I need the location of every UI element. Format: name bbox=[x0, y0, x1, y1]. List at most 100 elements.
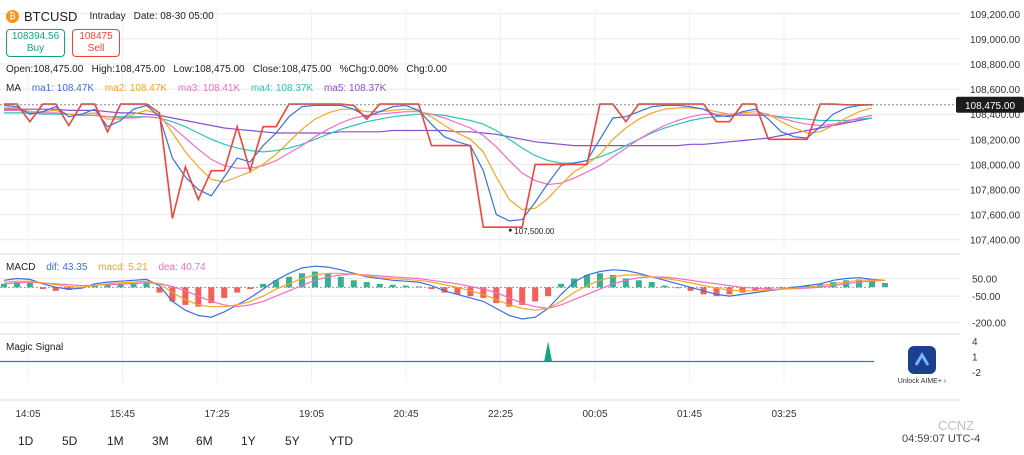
macd-histogram-bar bbox=[804, 285, 811, 288]
macd-histogram-bar bbox=[311, 271, 318, 288]
dea-legend: dea: 40.74 bbox=[158, 262, 206, 273]
ohlc-open: Open:108,475.00 bbox=[6, 64, 84, 75]
macd-histogram-bar bbox=[480, 287, 487, 298]
tab-6m[interactable]: 6M bbox=[196, 434, 213, 448]
macd-histogram-bar bbox=[778, 287, 785, 289]
price-y-tick: 109,000.00 bbox=[970, 35, 1020, 46]
macd-histogram-bar bbox=[519, 287, 526, 305]
last-price-label: 108,475.00 bbox=[965, 101, 1015, 112]
macd-histogram-bar bbox=[493, 287, 500, 304]
ma2-line bbox=[4, 107, 873, 211]
macd-y-tick: -200.00 bbox=[972, 318, 1006, 329]
price-y-tick: 108,200.00 bbox=[970, 135, 1020, 146]
macd-histogram-bar bbox=[674, 287, 681, 289]
time-x-tick: 20:45 bbox=[393, 409, 418, 420]
macd-histogram-bar bbox=[415, 286, 422, 288]
macd-histogram-bar bbox=[506, 287, 513, 307]
macd-histogram-bar bbox=[545, 287, 552, 297]
macd-histogram-bar bbox=[648, 282, 655, 288]
ohlc-high: High:108,475.00 bbox=[91, 64, 166, 75]
price-y-tick: 108,000.00 bbox=[970, 160, 1020, 171]
macd-histogram-bar bbox=[234, 287, 241, 293]
macd-histogram-bar bbox=[389, 284, 396, 288]
macd-histogram-bar bbox=[363, 282, 370, 288]
ma-legend: MA ma1: 108.47K ma2: 108.47K ma3: 108.41… bbox=[6, 83, 394, 94]
tab-5d[interactable]: 5D bbox=[62, 434, 78, 448]
ohlc-bar: Open:108,475.00 High:108,475.00 Low:108,… bbox=[6, 64, 447, 75]
macd-histogram-bar bbox=[169, 287, 176, 302]
bitcoin-icon: ₿ bbox=[6, 10, 19, 23]
price-y-tick: 107,600.00 bbox=[970, 211, 1020, 222]
macd-histogram-bar bbox=[739, 287, 746, 293]
symbol-header: ₿ BTCUSD Intraday Date: 08-30 05:00 bbox=[6, 9, 214, 24]
macd-histogram-bar bbox=[661, 285, 668, 288]
tab-ytd[interactable]: YTD bbox=[329, 434, 353, 448]
macd-histogram-bar bbox=[52, 287, 59, 291]
sell-price: 108475 bbox=[79, 31, 113, 42]
macd-histogram-bar bbox=[881, 282, 888, 288]
macd-histogram-bar bbox=[260, 283, 267, 288]
macd-histogram-bar bbox=[765, 287, 772, 290]
time-x-tick: 17:25 bbox=[204, 409, 229, 420]
macd-histogram-bar bbox=[428, 287, 435, 290]
unlock-aime-widget[interactable]: Unlock AIME+ › bbox=[890, 346, 954, 385]
low-marker bbox=[508, 228, 512, 232]
low-annotation: 107,500.00 bbox=[514, 227, 555, 236]
macd-histogram-bar bbox=[622, 278, 629, 288]
time-x-tick: 15:45 bbox=[110, 409, 135, 420]
macd-histogram-bar bbox=[467, 287, 474, 297]
macd-histogram-bar bbox=[635, 280, 642, 288]
tab-5y[interactable]: 5Y bbox=[285, 434, 300, 448]
macd-histogram-bar bbox=[532, 287, 539, 302]
macd-histogram-bar bbox=[143, 282, 150, 288]
macd-histogram-bar bbox=[376, 283, 383, 288]
macd-histogram-bar bbox=[130, 282, 137, 288]
tab-1m[interactable]: 1M bbox=[107, 434, 124, 448]
sell-label: Sell bbox=[87, 43, 105, 54]
buy-button[interactable]: 108394.56 Buy bbox=[6, 29, 65, 57]
macd-legend-title: MACD bbox=[6, 262, 36, 273]
macd-histogram-bar bbox=[156, 287, 163, 293]
macd-histogram-bar bbox=[298, 273, 305, 288]
dif-legend: dif: 43.35 bbox=[46, 262, 88, 273]
ma2-legend: ma2: 108.47K bbox=[104, 83, 168, 94]
macd-histogram-bar bbox=[104, 284, 111, 288]
macd-histogram-bar bbox=[687, 287, 694, 291]
macd-histogram-bar bbox=[324, 273, 331, 288]
macd-histogram-bar bbox=[117, 283, 124, 288]
macd-histogram-bar bbox=[583, 275, 590, 288]
macd-legend: MACD dif: 43.35 macd: 5.21 dea: 40.74 bbox=[6, 262, 214, 273]
ohlc-pct-change: %Chg:0.00% bbox=[339, 64, 399, 75]
buy-label: Buy bbox=[26, 43, 45, 54]
buy-price: 108394.56 bbox=[11, 31, 60, 42]
macd-histogram-bar bbox=[286, 276, 293, 288]
signal-y-tick: 4 bbox=[972, 337, 978, 348]
ohlc-change: Chg:0.00 bbox=[406, 64, 447, 75]
price-y-tick: 108,400.00 bbox=[970, 110, 1020, 121]
macd-histogram-bar bbox=[182, 287, 189, 305]
sell-button[interactable]: 108475 Sell bbox=[72, 29, 120, 57]
ma-legend-title: MA bbox=[6, 83, 21, 94]
price-y-tick: 107,800.00 bbox=[970, 186, 1020, 197]
macd-histogram-bar bbox=[869, 281, 875, 288]
last-price-badge bbox=[956, 96, 1024, 113]
ma3-legend: ma3: 108.41K bbox=[177, 83, 241, 94]
price-y-tick: 108,800.00 bbox=[970, 60, 1020, 71]
macd-histogram-bar bbox=[273, 280, 280, 288]
unlock-aime-label: Unlock AIME+ › bbox=[897, 378, 947, 385]
time-x-tick: 00:05 bbox=[582, 409, 607, 420]
macd-histogram-bar bbox=[713, 287, 720, 297]
macd-histogram-bar bbox=[26, 282, 33, 288]
macd-histogram-bar bbox=[221, 287, 228, 298]
macd-histogram-bar bbox=[571, 278, 578, 288]
tab-1y[interactable]: 1Y bbox=[241, 434, 256, 448]
ohlc-close: Close:108,475.00 bbox=[252, 64, 332, 75]
tab-1d[interactable]: 1D bbox=[18, 434, 34, 448]
ma1-legend: ma1: 108.47K bbox=[31, 83, 95, 94]
macd-histogram-bar bbox=[454, 287, 461, 295]
ma5-legend: ma5: 108.37K bbox=[323, 83, 387, 94]
macd-histogram-bar bbox=[91, 285, 98, 288]
tab-3m[interactable]: 3M bbox=[152, 434, 169, 448]
